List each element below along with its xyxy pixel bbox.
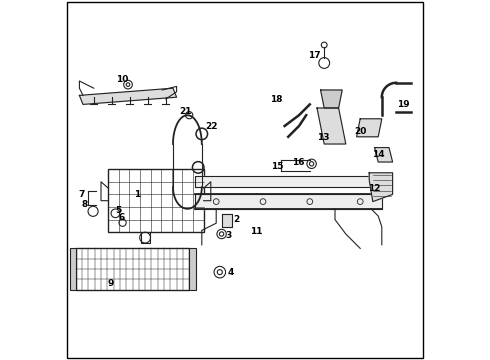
Text: 21: 21 [179,107,192,116]
Text: 11: 11 [249,228,262,237]
Text: 2: 2 [233,215,239,224]
Text: 19: 19 [397,100,410,109]
Text: 9: 9 [107,279,114,288]
Text: 18: 18 [270,95,283,104]
Text: 13: 13 [317,133,330,142]
Polygon shape [195,176,382,187]
Text: 4: 4 [227,269,234,277]
Bar [71,248,76,290]
Polygon shape [79,88,176,104]
Text: 12: 12 [368,184,381,193]
Bar [76,248,189,290]
Text: 22: 22 [206,122,218,131]
Text: 20: 20 [354,127,367,136]
Text: 17: 17 [308,51,321,60]
Polygon shape [374,148,392,162]
Polygon shape [195,194,382,209]
Polygon shape [221,214,232,227]
Polygon shape [369,173,392,202]
Bar [108,169,204,232]
Text: 14: 14 [372,150,385,159]
Bar [189,248,196,290]
Text: 15: 15 [271,162,284,171]
Text: 10: 10 [116,75,128,84]
Text: 6: 6 [119,213,125,222]
Text: 16: 16 [292,158,304,167]
Polygon shape [317,108,346,144]
Text: 8: 8 [82,200,88,209]
Text: 1: 1 [134,190,140,199]
Text: 5: 5 [115,206,122,215]
Polygon shape [357,119,382,137]
Text: 7: 7 [78,190,84,199]
Text: 3: 3 [226,231,232,240]
Polygon shape [320,90,342,108]
